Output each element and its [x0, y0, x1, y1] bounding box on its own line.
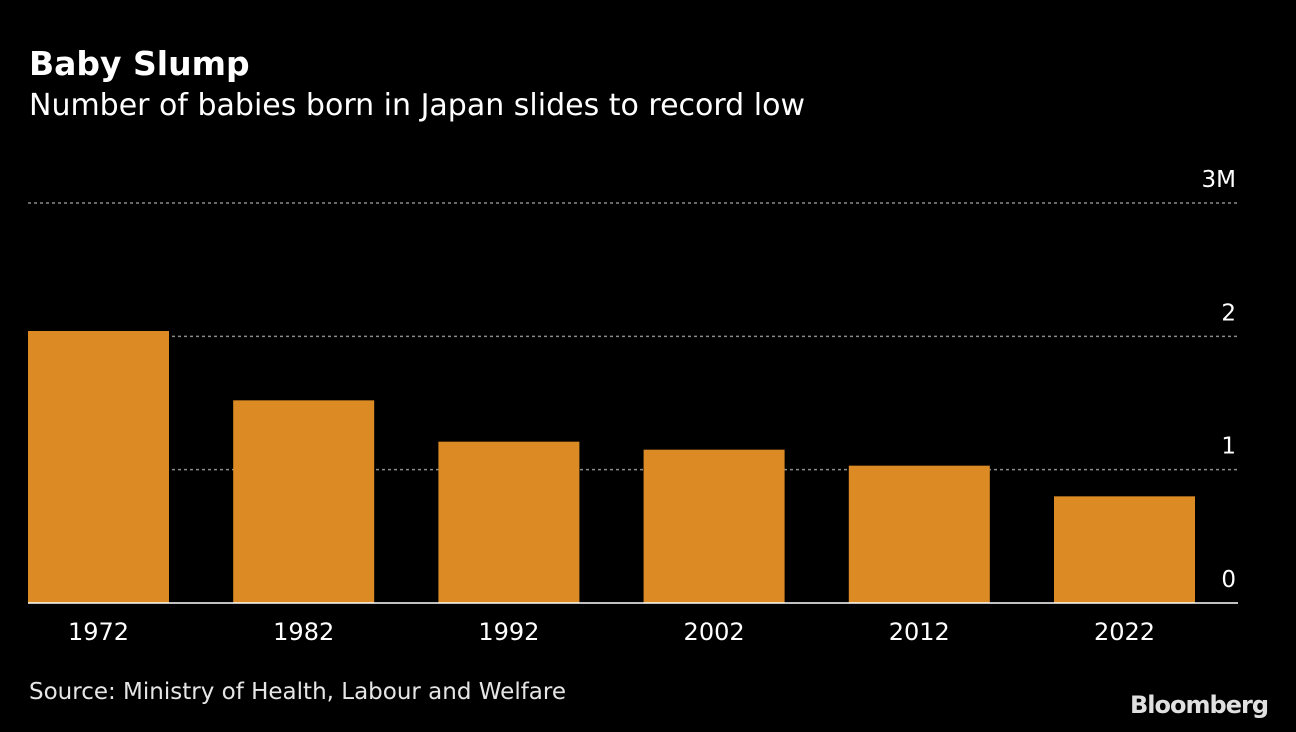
x-tick-label: 2022 [1094, 618, 1155, 646]
source-note: Source: Ministry of Health, Labour and W… [29, 679, 566, 705]
bar-1982 [233, 400, 375, 603]
chart-title: Baby Slump [29, 44, 250, 83]
y-tick-label: 1 [1221, 434, 1236, 460]
bar-2002 [643, 449, 785, 603]
x-tick-label: 1972 [68, 618, 129, 646]
x-tick-label: 1992 [478, 618, 539, 646]
bar-2022 [1054, 496, 1195, 603]
y-tick-label: 3M [1202, 167, 1236, 193]
y-tick-label: 0 [1221, 567, 1236, 593]
axes: 0 1 2 3M 1972 1982 1992 2002 2012 2022 [28, 167, 1238, 646]
x-tick-label: 2002 [684, 618, 745, 646]
bar-2012 [848, 465, 990, 603]
x-tick-label: 2012 [889, 618, 950, 646]
y-tick-label: 2 [1221, 300, 1236, 326]
bar-1992 [438, 441, 580, 603]
bars [28, 331, 1195, 603]
bloomberg-logo: Bloomberg [1130, 691, 1269, 719]
chart-subtitle: Number of babies born in Japan slides to… [29, 88, 805, 123]
grid-lines [28, 202, 1238, 471]
bar-1972 [28, 331, 169, 603]
x-tick-label: 1982 [273, 618, 334, 646]
